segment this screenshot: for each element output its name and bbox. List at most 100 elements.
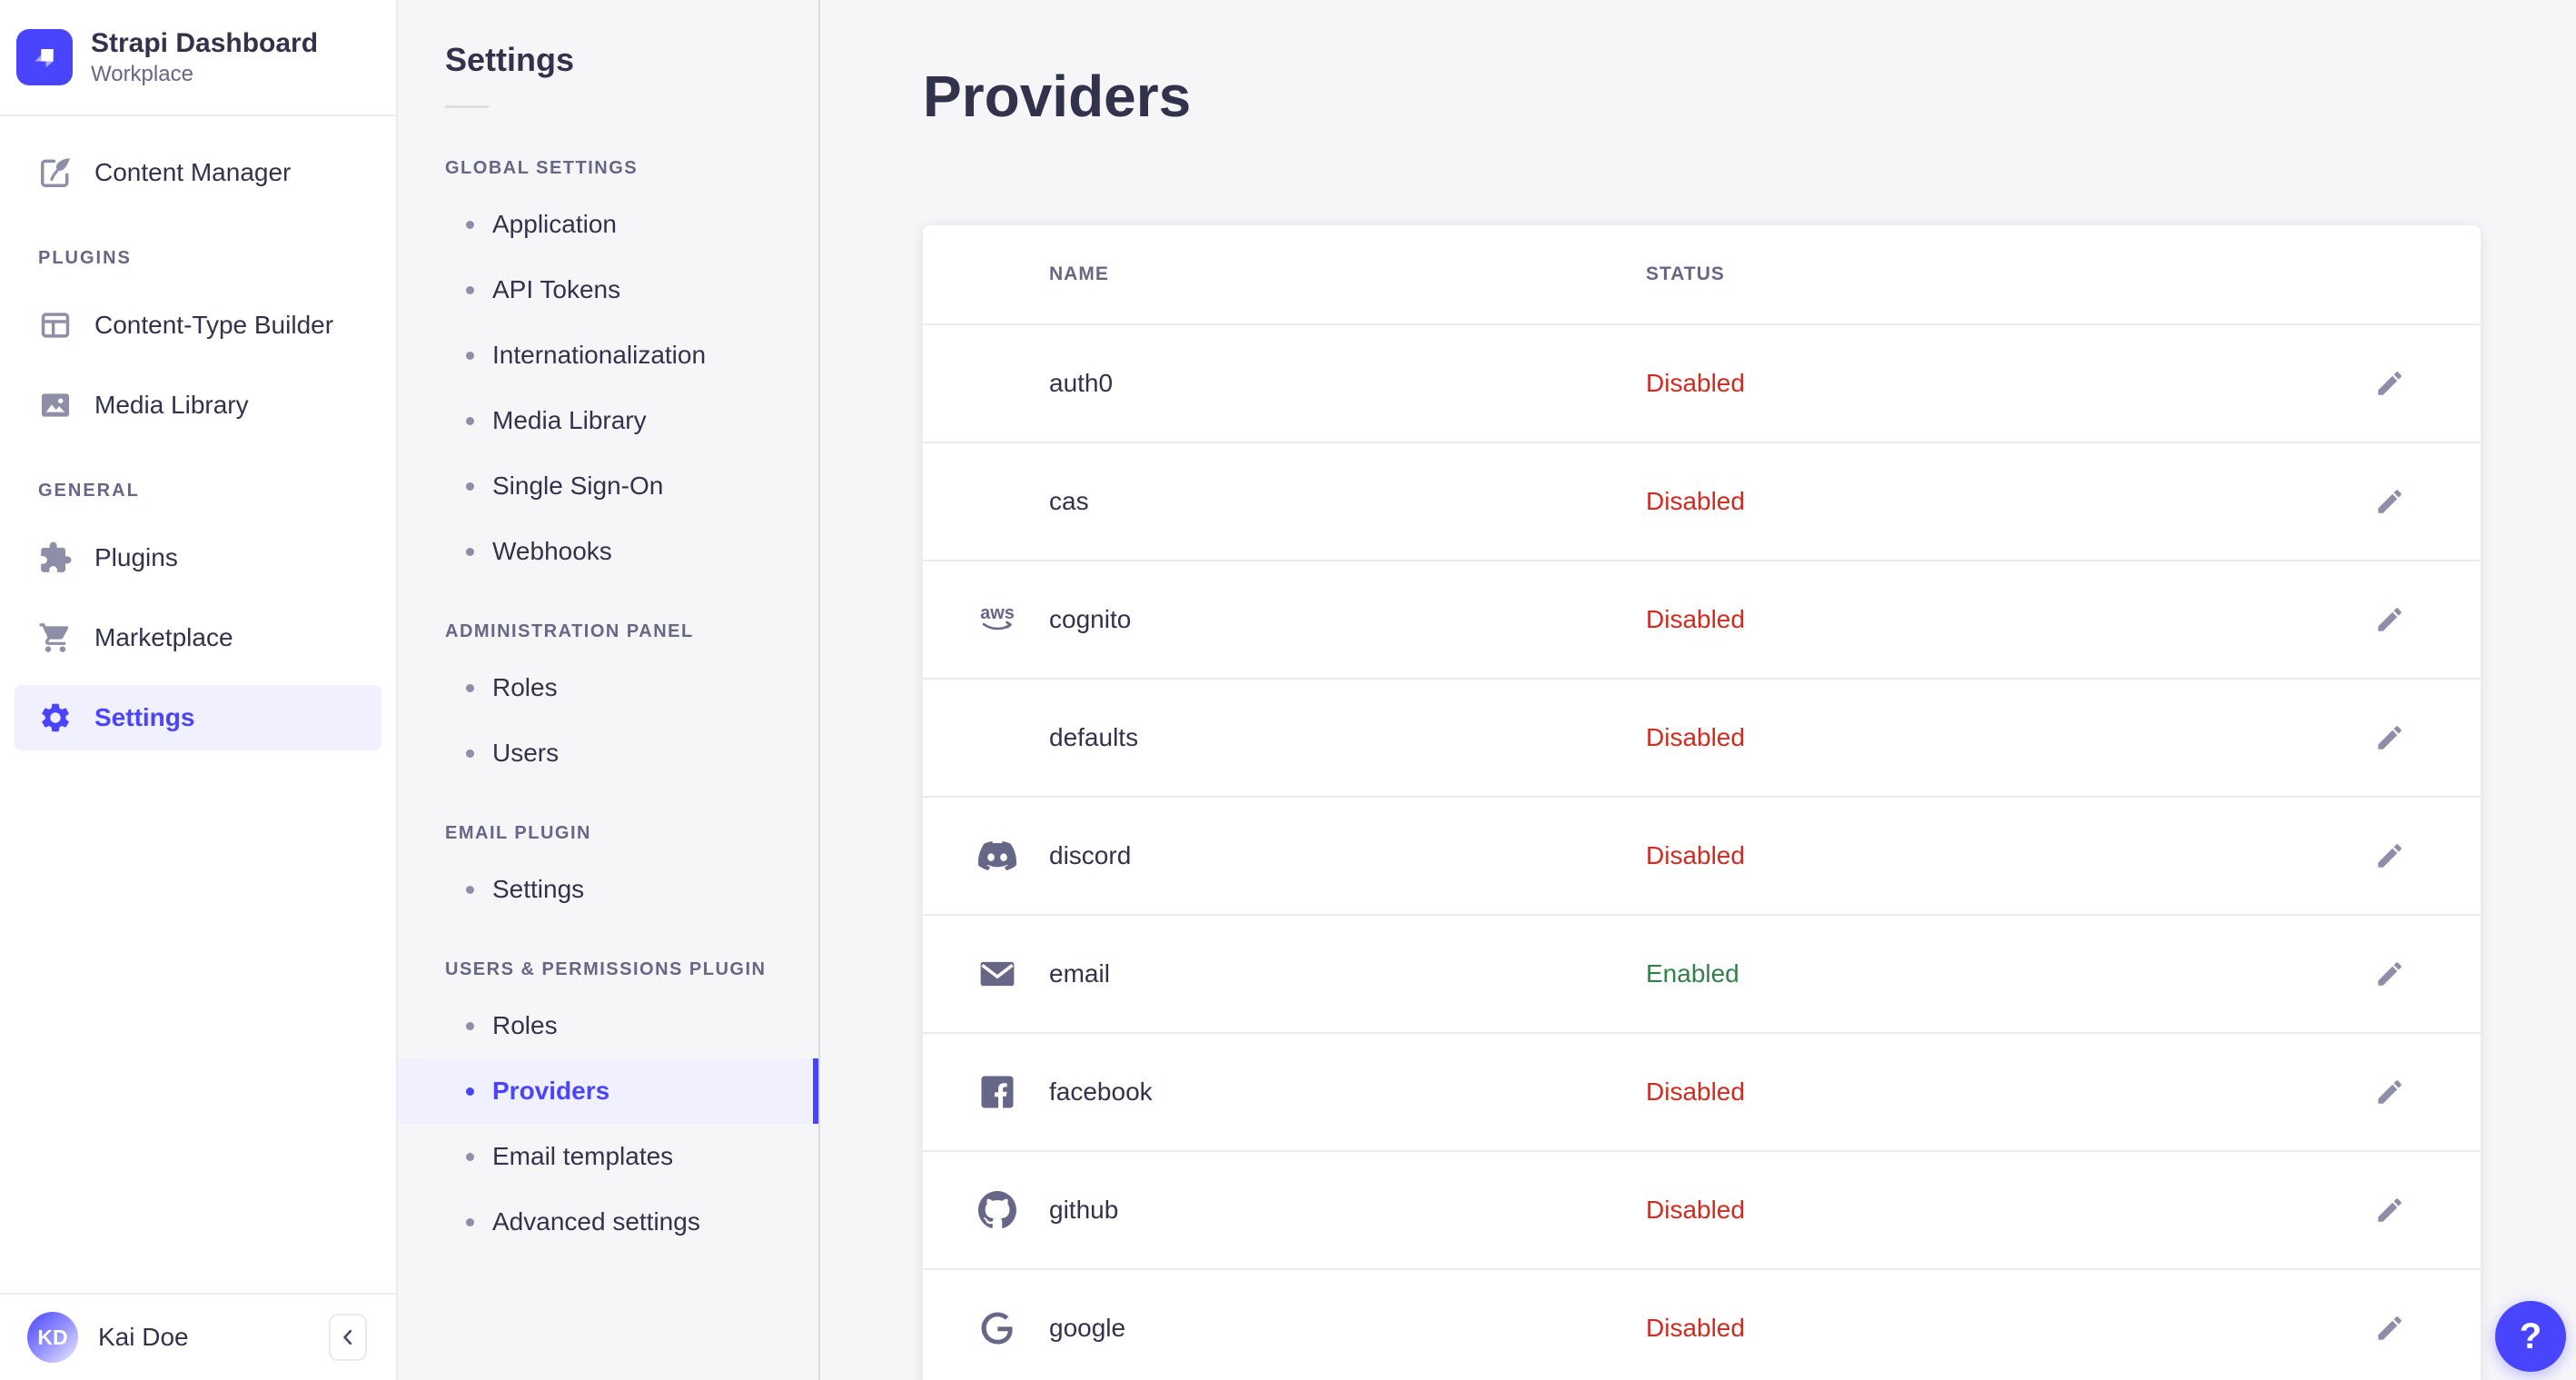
gear-icon [38,700,73,735]
provider-row-google[interactable]: google Disabled [923,1270,2481,1380]
subnav-item-advanced-settings[interactable]: Advanced settings [398,1189,818,1255]
edit-provider-button[interactable] [2368,1188,2412,1232]
provider-status: Disabled [1646,1196,1745,1224]
provider-name: defaults [1049,723,1139,751]
provider-row-email[interactable]: email Enabled [923,916,2481,1034]
edit-provider-button[interactable] [2368,362,2412,405]
edit-provider-button[interactable] [2368,598,2412,641]
aws-icon: aws [976,598,1019,641]
sidebar-item-settings[interactable]: Settings [15,685,381,750]
nav-item-label: Marketplace [94,623,233,651]
column-header-name: NAME [1049,263,1109,284]
edit-provider-button[interactable] [2368,1306,2412,1350]
subnav-item-label: Media Library [492,406,647,434]
table-header: NAME STATUS [923,225,2481,325]
subnav-item-roles[interactable]: Roles [398,655,818,720]
bullet-icon [466,416,474,425]
edit-provider-button[interactable] [2368,834,2412,878]
provider-status: Enabled [1646,959,1739,988]
subnav-item-label: Advanced settings [492,1207,700,1236]
edit-provider-button[interactable] [2368,952,2412,996]
subnav-item-email-templates[interactable]: Email templates [398,1124,818,1189]
bullet-icon [466,482,474,491]
pencil-icon [2374,486,2405,517]
subnav-item-roles[interactable]: Roles [398,993,818,1058]
provider-name: cas [1049,487,1089,515]
bullet-icon [466,1087,474,1096]
subnav-item-label: Webhooks [492,537,612,565]
provider-row-auth0[interactable]: auth0 Disabled [923,325,2481,443]
strapi-logo-icon [16,29,73,85]
bullet-icon [466,749,474,758]
facebook-icon [976,1070,1019,1114]
subnav-item-settings[interactable]: Settings [398,857,818,922]
envelope-icon [976,952,1019,996]
sidebar-item-marketplace[interactable]: Marketplace [0,605,396,670]
google-icon [976,1306,1019,1350]
bullet-icon [466,547,474,556]
sidebar-item-media-library[interactable]: Media Library [0,372,396,438]
provider-row-discord[interactable]: discord Disabled [923,798,2481,916]
main-nav: Content Manager PLUGINS Content-Type Build… [0,116,396,1293]
subnav-item-users[interactable]: Users [398,720,818,786]
nav-item-label: Content-Type Builder [94,311,334,339]
subnav-item-api-tokens[interactable]: API Tokens [398,257,818,323]
provider-row-defaults[interactable]: defaults Disabled [923,680,2481,798]
subnav-item-providers[interactable]: Providers [398,1058,818,1124]
provider-name: discord [1049,841,1132,869]
provider-status: Disabled [1646,369,1745,397]
subnav-item-label: Settings [492,875,585,903]
subnav-item-webhooks[interactable]: Webhooks [398,519,818,584]
no-icon [976,362,1019,405]
image-icon [38,388,73,422]
nav-section-plugins: PLUGINS [38,248,132,268]
collapse-sidebar-button[interactable] [329,1314,367,1361]
workspace-label: Workplace [91,62,193,86]
provider-status: Disabled [1646,487,1745,515]
subnav-item-label: Users [492,739,560,767]
bullet-icon [466,1217,474,1226]
user-name: Kai Doe [98,1323,189,1351]
provider-status: Disabled [1646,723,1745,751]
provider-status: Disabled [1646,1314,1745,1342]
provider-row-facebook[interactable]: facebook Disabled [923,1034,2481,1152]
pencil-icon [2374,604,2405,635]
subnav-item-label: Roles [492,673,558,701]
bullet-icon [466,220,474,229]
provider-name: auth0 [1049,369,1114,397]
edit-provider-button[interactable] [2368,716,2412,759]
subnav-item-media-library[interactable]: Media Library [398,388,818,453]
provider-row-cas[interactable]: cas Disabled [923,443,2481,561]
help-button[interactable]: ? [2495,1301,2566,1372]
provider-status: Disabled [1646,605,1745,633]
provider-row-github[interactable]: github Disabled [923,1152,2481,1270]
sidebar-item-content-type-builder[interactable]: Content-Type Builder [0,293,396,358]
main-content: Providers NAME STATUS auth0 Disabled cas Di… [820,0,2576,1380]
pencil-icon [2374,840,2405,871]
provider-name: google [1049,1314,1126,1342]
subnav-divider [445,105,489,108]
layout-grid-icon [38,308,73,343]
sidebar-item-plugins[interactable]: Plugins [0,525,396,591]
sidebar-item-content-manager[interactable]: Content Manager [0,140,396,205]
subnav-item-label: Providers [492,1077,610,1105]
pencil-icon [2374,368,2405,399]
provider-status: Disabled [1646,841,1745,869]
nav-section-general: GENERAL [38,481,140,501]
app-title: Strapi Dashboard [91,28,319,58]
subnav-title: Settings [445,41,575,78]
subnav-item-single-sign-on[interactable]: Single Sign-On [398,453,818,519]
bullet-icon [466,885,474,894]
provider-row-cognito[interactable]: aws cognito Disabled [923,561,2481,680]
provider-status: Disabled [1646,1077,1745,1106]
subnav-section-administration-panel: ADMINISTRATION PANEL [445,621,694,641]
user-row: KD Kai Doe [0,1293,396,1380]
subnav-item-application[interactable]: Application [398,192,818,257]
edit-provider-button[interactable] [2368,1070,2412,1114]
cart-icon [38,621,73,655]
edit-provider-button[interactable] [2368,480,2412,523]
subnav-item-internationalization[interactable]: Internationalization [398,323,818,388]
subnav-item-label: Single Sign-On [492,472,664,500]
provider-name: cognito [1049,605,1132,633]
bullet-icon [466,285,474,294]
